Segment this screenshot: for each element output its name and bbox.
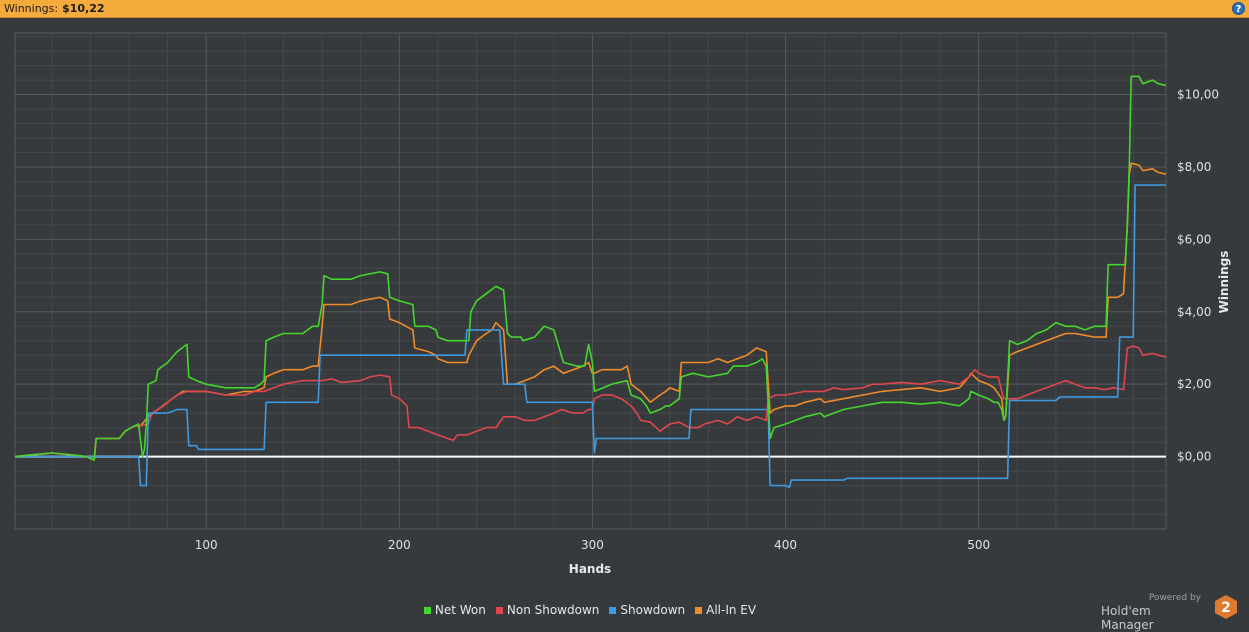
legend-label: Net Won — [434, 603, 486, 617]
legend-swatch — [423, 606, 431, 614]
x-tick-label: 500 — [967, 538, 990, 552]
winnings-value: $10,22 — [62, 2, 105, 15]
series-line-non-showdown — [14, 345, 1167, 461]
x-axis-label: Hands — [569, 562, 611, 576]
help-icon[interactable]: ? — [1232, 2, 1245, 15]
y-tick-label: $6,00 — [1177, 232, 1211, 246]
header-bar: Winnings: $10,22 ? — [0, 0, 1249, 18]
legend-item-net-won[interactable]: Net Won — [423, 603, 486, 617]
legend-label: Showdown — [620, 603, 686, 617]
chart-legend: Net Won Non Showdown Showdown All-In EV — [0, 603, 1180, 617]
y-tick-label: $0,00 — [1177, 450, 1211, 464]
y-tick-label: $2,00 — [1177, 377, 1211, 391]
legend-item-non-showdown[interactable]: Non Showdown — [495, 603, 600, 617]
holdem-manager-logo-icon: 2 — [1215, 595, 1237, 619]
winnings-chart: $0,00 $2,00 $4,00 $6,00 $8,00 $10,00 100 200 30… — [14, 32, 1231, 576]
x-tick-label: 100 — [195, 538, 218, 552]
series-line-showdown — [15, 184, 1166, 489]
y-tick-label: $4,00 — [1177, 305, 1211, 319]
legend-label: Non Showdown — [506, 603, 600, 617]
legend-swatch — [495, 606, 503, 614]
logo-text: 2 — [1221, 600, 1231, 616]
plot-area — [15, 33, 1166, 529]
powered-by-label: Powered by — [1148, 593, 1201, 603]
y-tick-label: $10,00 — [1177, 88, 1219, 102]
x-tick-label: 300 — [581, 538, 604, 552]
legend-swatch — [609, 606, 617, 614]
winnings-label: Winnings: — [4, 2, 59, 15]
product-name: Hold'em Manager — [1101, 604, 1154, 632]
x-tick-label: 200 — [388, 538, 411, 552]
y-axis-label: Winnings — [1217, 251, 1231, 314]
legend-label: All-In EV — [706, 603, 757, 617]
legend-item-showdown[interactable]: Showdown — [609, 603, 685, 617]
legend-item-all-in-ev[interactable]: All-In EV — [695, 603, 756, 617]
x-tick-label: 400 — [774, 538, 797, 552]
y-tick-label: $8,00 — [1177, 160, 1211, 174]
legend-swatch — [695, 606, 703, 614]
series-line-net-won — [14, 75, 1167, 461]
branding: Powered by Hold'em Manager 2 — [1101, 593, 1241, 632]
plot-border — [14, 32, 1167, 530]
